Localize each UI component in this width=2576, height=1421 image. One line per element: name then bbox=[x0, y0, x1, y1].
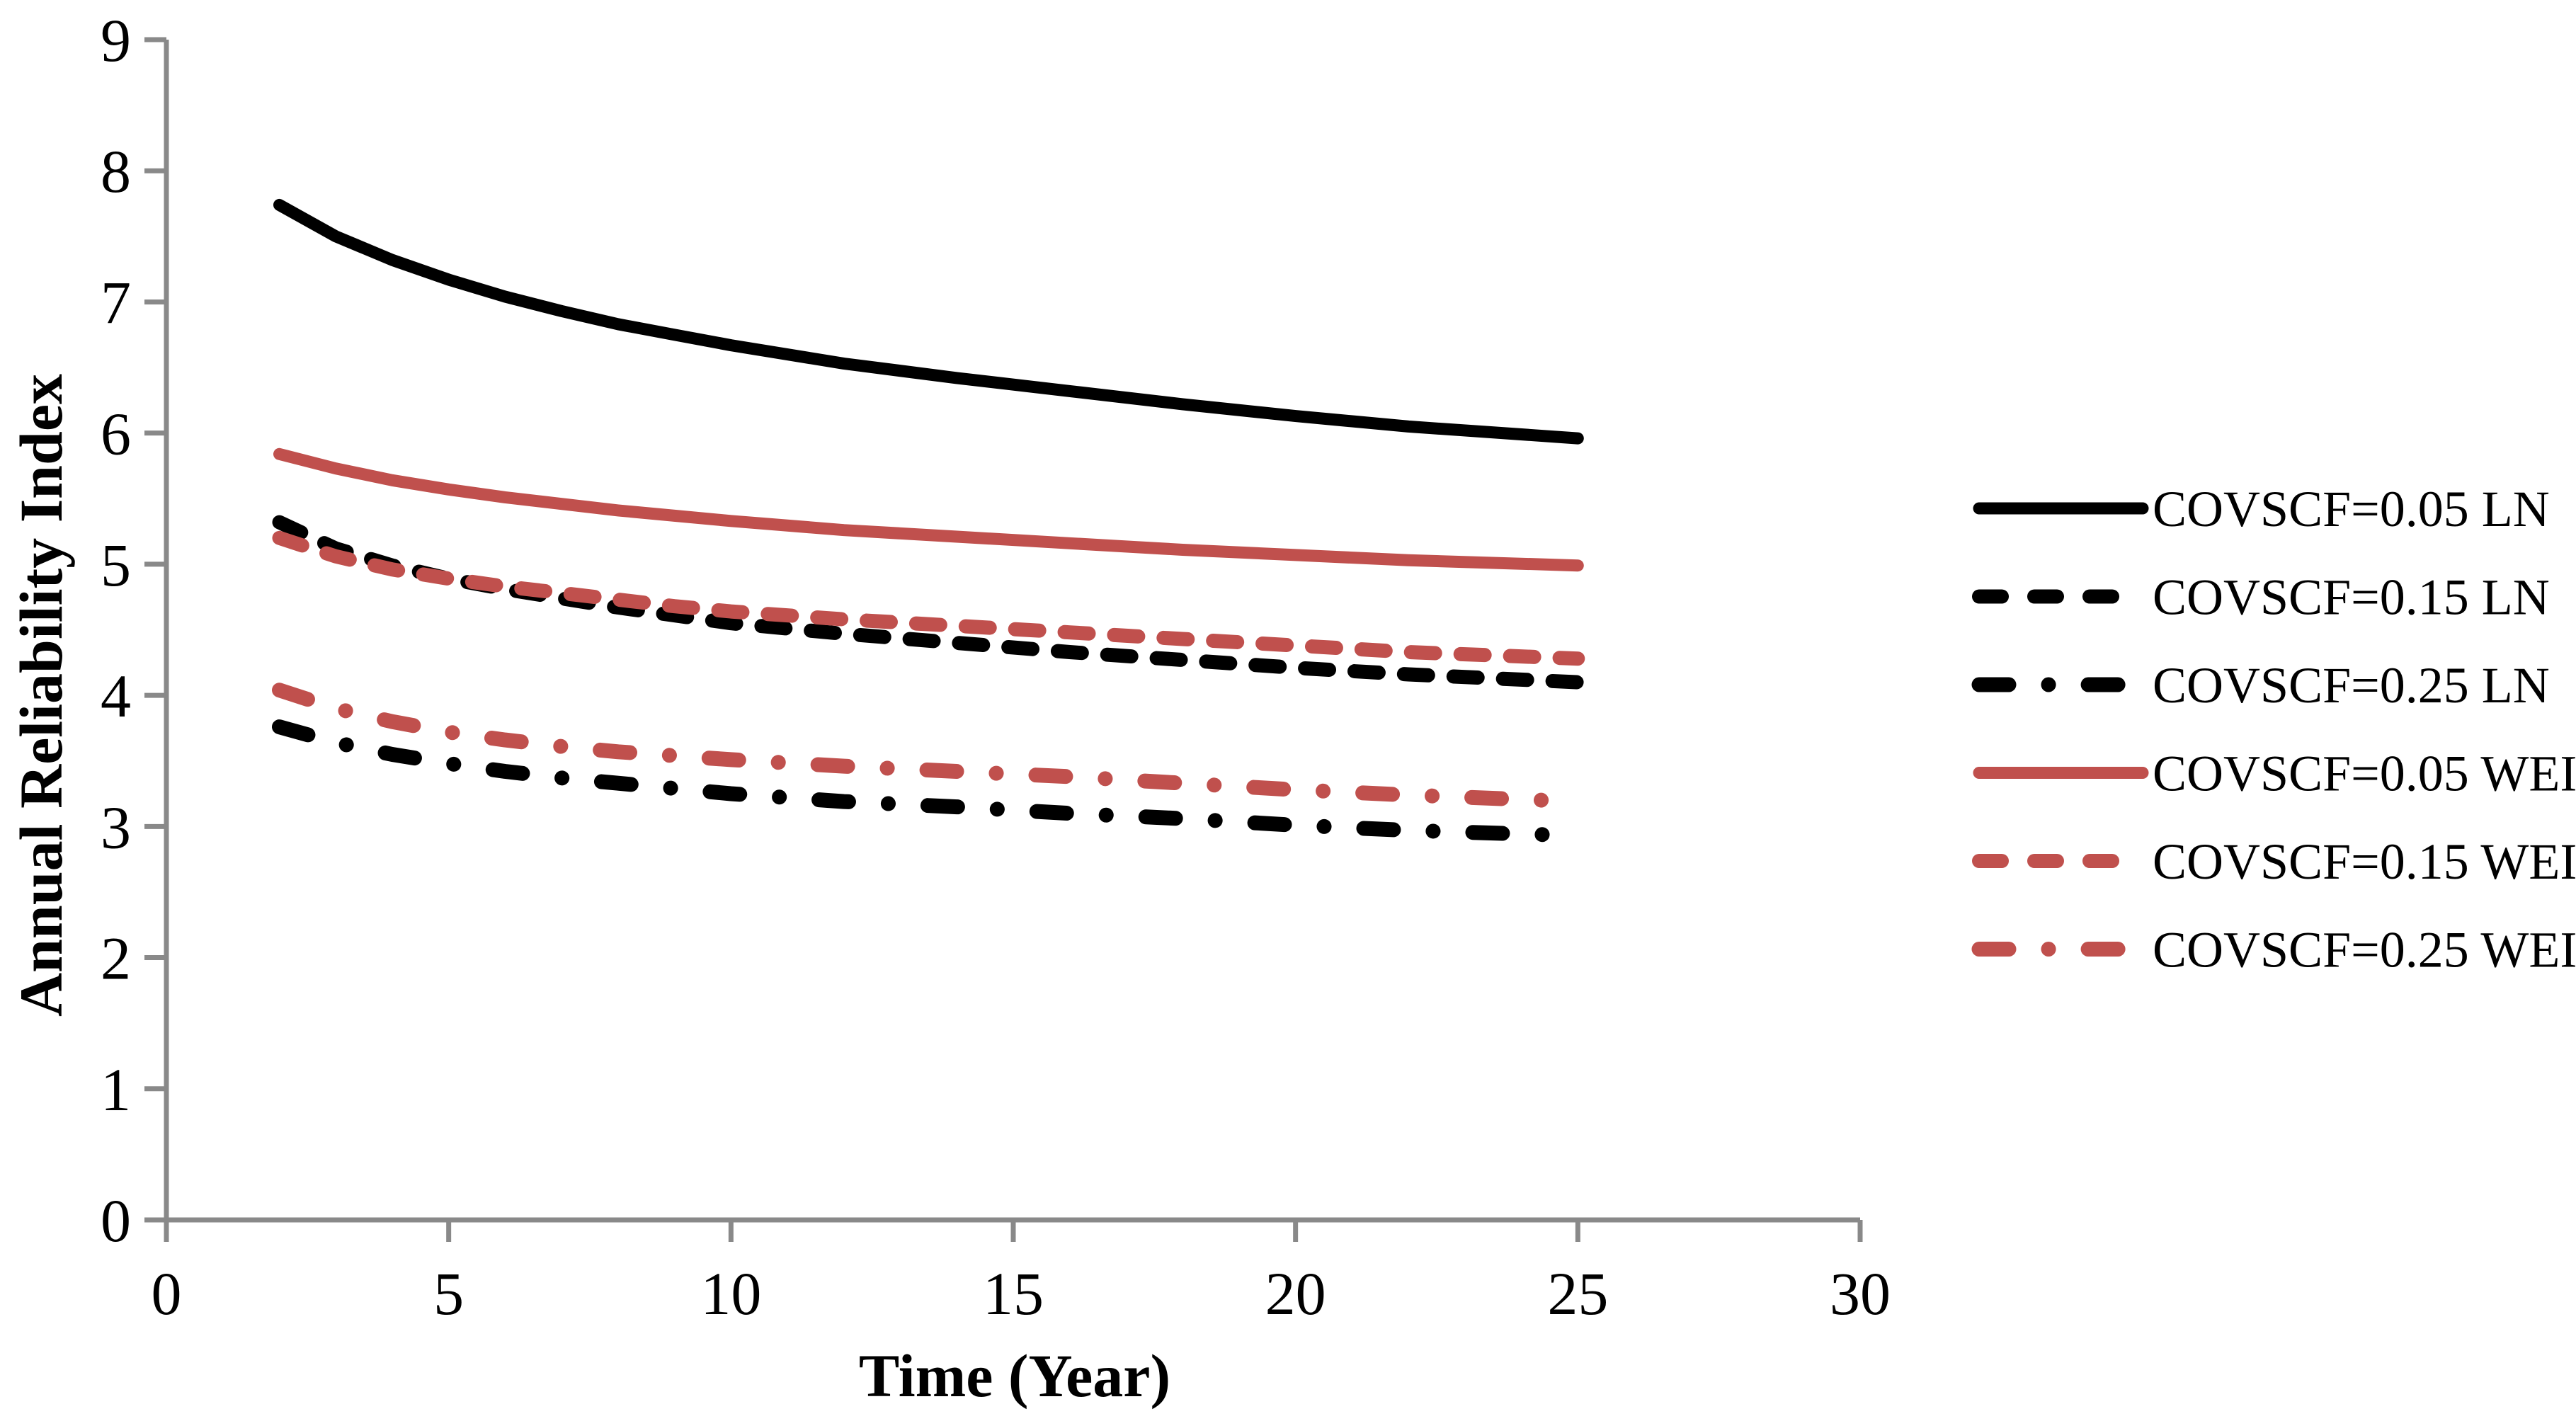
y-tick-label: 3 bbox=[101, 793, 131, 861]
series-line-covscf-0-25-wei bbox=[272, 683, 1585, 809]
legend-item-covscf-0-25-wei: COVSCF=0.25 WEI bbox=[1971, 922, 2576, 978]
series-line-covscf-0-05-ln bbox=[273, 198, 1584, 445]
legend-label: COVSCF=0.25 WEI bbox=[2153, 922, 2576, 978]
series-line-covscf-0-15-wei bbox=[272, 530, 1585, 666]
y-tick-label: 6 bbox=[101, 400, 131, 468]
y-tick-label: 2 bbox=[101, 925, 131, 993]
x-tick-label: 5 bbox=[433, 1260, 464, 1328]
legend-item-covscf-0-05-wei: COVSCF=0.05 WEI bbox=[1973, 746, 2576, 802]
x-axis-title: Time (Year) bbox=[858, 1342, 1171, 1410]
legend-label: COVSCF=0.05 WEI bbox=[2153, 746, 2576, 802]
legend-item-covscf-0-25-ln: COVSCF=0.25 LN bbox=[1971, 657, 2550, 714]
legend-item-covscf-0-05-ln: COVSCF=0.05 LN bbox=[1973, 481, 2550, 537]
y-axis-title: Annual Reliability Index bbox=[7, 374, 75, 1017]
legend-item-covscf-0-15-ln: COVSCF=0.15 LN bbox=[1972, 569, 2550, 626]
x-tick-label: 20 bbox=[1265, 1260, 1326, 1328]
x-tick-label: 15 bbox=[983, 1260, 1044, 1328]
legend-label: COVSCF=0.05 LN bbox=[2153, 481, 2550, 537]
legend-label: COVSCF=0.15 LN bbox=[2153, 569, 2550, 626]
y-tick-label: 9 bbox=[101, 6, 131, 74]
y-tick-label: 1 bbox=[101, 1056, 131, 1124]
series-line-covscf-0-25-ln bbox=[272, 719, 1585, 843]
x-tick-label: 30 bbox=[1830, 1260, 1891, 1328]
y-tick-label: 5 bbox=[101, 531, 131, 599]
legend-label: COVSCF=0.15 WEI bbox=[2153, 833, 2576, 890]
y-tick-label: 8 bbox=[101, 137, 131, 205]
y-tick-label: 4 bbox=[101, 662, 131, 730]
x-tick-label: 10 bbox=[700, 1260, 761, 1328]
legend-item-covscf-0-15-wei: COVSCF=0.15 WEI bbox=[1972, 833, 2576, 890]
y-tick-label: 7 bbox=[101, 268, 131, 336]
x-tick-label: 25 bbox=[1547, 1260, 1608, 1328]
legend-label: COVSCF=0.25 LN bbox=[2153, 657, 2550, 714]
x-tick-label: 0 bbox=[152, 1260, 182, 1328]
series-line-covscf-0-05-wei bbox=[273, 447, 1584, 572]
y-tick-label: 0 bbox=[101, 1187, 131, 1255]
series-line-covscf-0-15-ln bbox=[272, 515, 1585, 690]
